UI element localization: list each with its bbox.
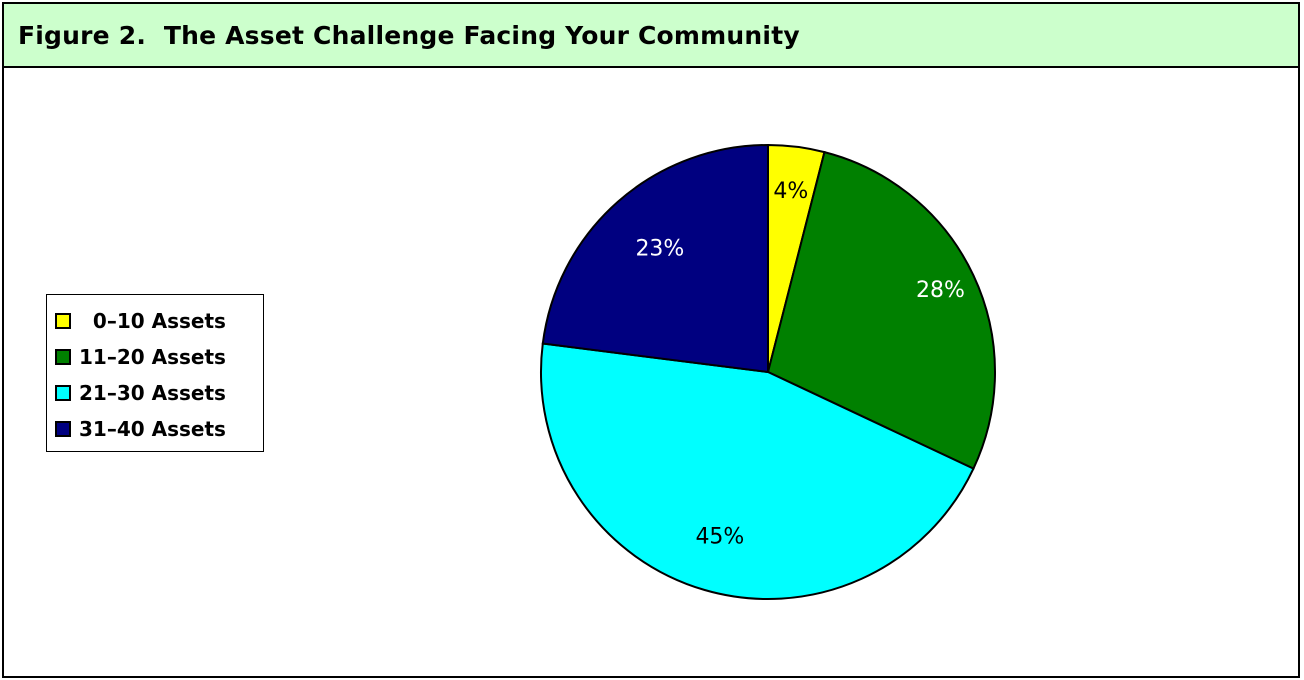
slice-data-label: 23% [635, 236, 684, 261]
figure-header: Figure 2. The Asset Challenge Facing You… [4, 4, 1298, 68]
pie-chart: 4% 28% 45% 23% [540, 143, 997, 600]
legend-label: 0–10 Assets [79, 309, 226, 333]
legend-swatch [55, 349, 71, 365]
legend-swatch [55, 385, 71, 401]
chart-area: 4% 28% 45% 23% 0–10 Assets 11–20 Assets 21–… [4, 68, 1298, 676]
slice-data-label: 4% [773, 179, 808, 204]
legend-label: 21–30 Assets [79, 381, 226, 405]
legend-swatch [55, 313, 71, 329]
legend-item: 21–30 Assets [55, 375, 263, 411]
legend-item: 31–40 Assets [55, 411, 263, 447]
slice-data-label: 28% [916, 278, 965, 303]
chart-legend: 0–10 Assets 11–20 Assets 21–30 Assets 31… [46, 294, 264, 452]
legend-label: 11–20 Assets [79, 345, 226, 369]
pie-slice [766, 150, 997, 470]
pie-slice [540, 342, 975, 600]
legend-item: 0–10 Assets [55, 303, 263, 339]
figure-title: Figure 2. The Asset Challenge Facing You… [18, 20, 800, 50]
legend-swatch [55, 421, 71, 437]
legend-label: 31–40 Assets [79, 417, 226, 441]
slice-data-label: 45% [695, 525, 744, 550]
legend-item: 11–20 Assets [55, 339, 263, 375]
pie-slice [541, 143, 769, 374]
